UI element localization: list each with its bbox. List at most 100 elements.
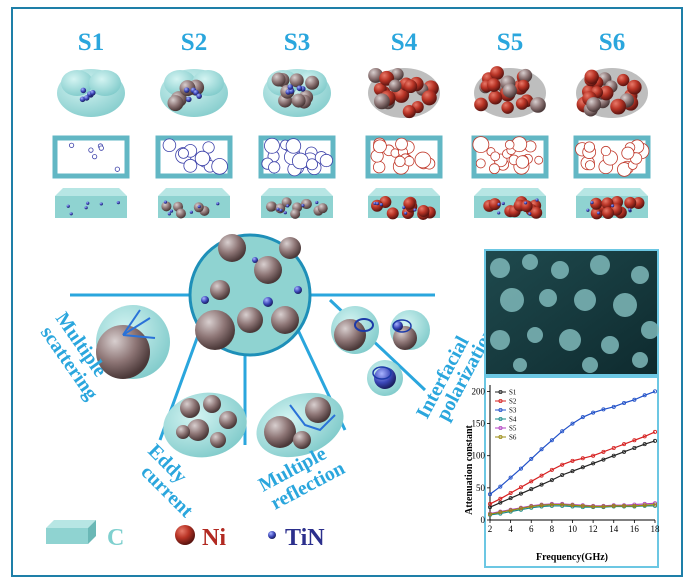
data-point-s3	[642, 393, 647, 398]
data-point-s1	[601, 457, 606, 462]
data-point-s6	[549, 502, 554, 507]
carbon-legend-icon	[46, 520, 96, 544]
x-tick-label: 8	[550, 524, 555, 534]
sem-particle	[631, 266, 649, 284]
interfacial-illustration	[331, 306, 430, 396]
nickel-legend-label: Ni	[202, 525, 226, 551]
data-point-s2	[487, 501, 492, 506]
data-point-s2	[601, 449, 606, 454]
nickel-legend-icon	[175, 525, 195, 545]
data-point-s1	[622, 449, 627, 454]
sample-headers: S1 S2 S3 S4 S5 S6	[78, 29, 625, 56]
data-point-s6	[518, 506, 523, 511]
data-point-s2	[539, 473, 544, 478]
x-tick-label: 12	[589, 524, 598, 534]
sem-particle	[590, 255, 610, 275]
sem-particle	[539, 289, 557, 307]
sem-particle	[522, 254, 538, 270]
sem-particle	[582, 357, 598, 373]
data-point-s3	[518, 466, 523, 471]
sample-illustration-5	[471, 66, 549, 219]
sample-label-s1: S1	[78, 29, 104, 56]
x-tick-label: 4	[508, 524, 513, 534]
data-point-s3	[539, 447, 544, 452]
data-point-s3	[529, 456, 534, 461]
data-point-s2	[632, 438, 637, 443]
data-point-s2	[508, 490, 513, 495]
tin-legend-icon	[268, 531, 276, 539]
sem-particle	[601, 336, 619, 354]
sem-particle	[574, 289, 596, 311]
data-point-s6	[622, 503, 627, 508]
data-point-s6	[632, 503, 637, 508]
data-point-s6	[591, 504, 596, 509]
carbon-legend-label: C	[107, 525, 124, 551]
data-point-s1	[611, 453, 616, 458]
legend-marker-s6	[498, 434, 503, 439]
data-point-s1	[549, 478, 554, 483]
sample-illustration-3	[258, 69, 336, 219]
data-point-s2	[518, 485, 523, 490]
series-line-s3	[489, 390, 656, 495]
y-tick-label: 150	[472, 419, 486, 429]
data-point-s3	[632, 397, 637, 402]
sem-particle	[500, 288, 524, 312]
data-point-s6	[560, 502, 565, 507]
data-point-s6	[611, 503, 616, 508]
data-point-s1	[539, 482, 544, 487]
sem-particle	[613, 293, 637, 317]
sample-label-s4: S4	[391, 29, 418, 56]
sem-particle	[490, 330, 510, 350]
data-point-s1	[518, 491, 523, 496]
data-point-s4	[653, 503, 658, 508]
eddy-current-illustration	[163, 392, 247, 458]
data-point-s1	[529, 487, 534, 492]
data-point-s6	[508, 508, 513, 513]
legend-label-s3: S3	[509, 407, 517, 415]
data-point-s1	[560, 472, 565, 477]
data-point-s2	[580, 456, 585, 461]
data-point-s6	[580, 503, 585, 508]
data-point-s3	[549, 438, 554, 443]
legend-marker-s3	[498, 407, 503, 412]
series-line-s6	[489, 503, 656, 515]
data-point-s2	[529, 479, 534, 484]
data-point-s2	[549, 467, 554, 472]
data-point-s3	[570, 421, 575, 426]
sample-illustration-2	[155, 69, 233, 219]
data-point-s3	[580, 415, 585, 420]
data-point-s2	[560, 462, 565, 467]
tin-legend-label: TiN	[285, 525, 325, 551]
y-axis-label: Attenuation constant	[464, 424, 475, 514]
data-point-s6	[653, 502, 658, 507]
series-line-s2	[489, 431, 656, 505]
data-point-s3	[487, 492, 492, 497]
data-point-s2	[653, 429, 658, 434]
sample-label-s3: S3	[284, 29, 310, 56]
legend-label-s4: S4	[509, 416, 517, 424]
data-point-s3	[560, 429, 565, 434]
data-point-s3	[611, 404, 616, 409]
data-point-s6	[601, 504, 606, 509]
data-point-s1	[642, 442, 647, 447]
y-tick-label: 50	[476, 483, 486, 493]
data-point-s2	[611, 445, 616, 450]
x-tick-label: 14	[609, 524, 619, 534]
sem-particle	[513, 358, 527, 372]
sem-particle	[641, 321, 659, 339]
data-point-s1	[498, 500, 503, 505]
data-point-s1	[580, 465, 585, 470]
legend-marker-s1	[498, 389, 503, 394]
data-point-s3	[653, 389, 658, 394]
sample-label-s5: S5	[497, 29, 523, 56]
sem-particle	[551, 261, 569, 279]
data-point-s1	[508, 496, 513, 501]
sem-particle	[527, 327, 543, 343]
legend-marker-s2	[498, 398, 503, 403]
x-tick-label: 18	[651, 524, 661, 534]
x-tick-label: 10	[568, 524, 578, 534]
sample-illustration-6	[573, 68, 651, 220]
data-point-s3	[508, 475, 513, 480]
